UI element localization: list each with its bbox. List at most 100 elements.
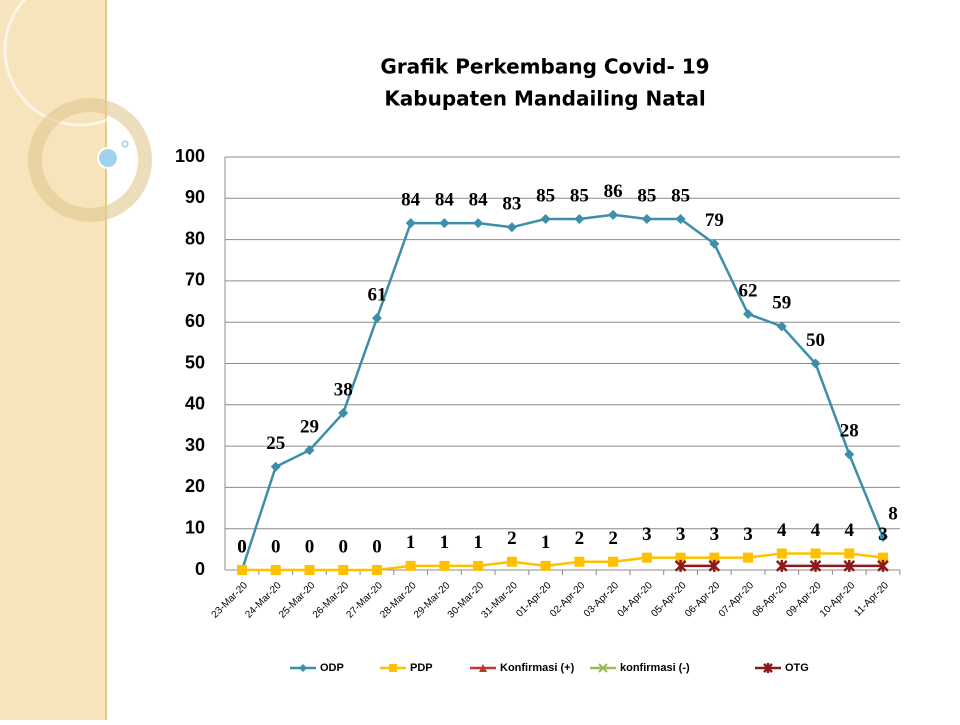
y-tick-label: 90 (185, 187, 205, 207)
data-point (608, 209, 619, 220)
data-label: 1 (440, 532, 450, 553)
series-line (242, 552, 884, 572)
data-point (708, 559, 721, 572)
data-label: 28 (840, 421, 859, 442)
data-label: 1 (406, 532, 416, 553)
data-label: 3 (878, 524, 888, 545)
data-point (608, 556, 619, 567)
data-point (641, 552, 652, 563)
data-label: 1 (541, 532, 551, 553)
legend-label: Konfirmasi (+) (500, 662, 575, 674)
data-point (473, 218, 484, 229)
data-label: 25 (266, 433, 285, 454)
y-tick-label: 100 (175, 146, 205, 166)
y-tick-label: 30 (185, 435, 205, 455)
data-label: 2 (608, 528, 618, 549)
data-label: 3 (676, 524, 686, 545)
data-label: 3 (710, 524, 720, 545)
legend-label: PDP (410, 662, 433, 674)
deco-ring (28, 98, 152, 222)
data-label: 4 (777, 520, 787, 541)
data-point (743, 552, 754, 563)
y-tick-label: 70 (185, 270, 205, 290)
data-point (506, 222, 517, 233)
data-point (675, 552, 686, 563)
data-point (844, 548, 855, 559)
data-label: 3 (642, 524, 652, 545)
legend-marker (299, 664, 307, 672)
data-point (439, 560, 450, 571)
data-point (338, 408, 349, 419)
data-label: 1 (473, 532, 483, 553)
data-point (809, 559, 822, 572)
data-point (877, 559, 889, 572)
y-tick-label: 10 (185, 517, 205, 537)
legend-marker (479, 664, 487, 672)
y-tick-label: 40 (185, 394, 205, 414)
legend-marker (763, 663, 773, 673)
data-label: 62 (739, 280, 758, 301)
data-point (675, 213, 686, 224)
data-label: 85 (570, 185, 589, 206)
x-tick-label: 03-Apr-20 (582, 580, 622, 620)
data-label: 50 (806, 330, 825, 351)
data-label: 29 (300, 417, 319, 438)
y-tick-label: 60 (185, 311, 205, 331)
data-label: 84 (401, 189, 421, 210)
data-point (574, 556, 585, 567)
y-tick-label: 20 (185, 476, 205, 496)
y-tick-label: 0 (195, 559, 205, 579)
x-tick-label: 05-Apr-20 (649, 580, 689, 620)
data-label: 2 (575, 528, 585, 549)
legend-label: konfirmasi (-) (620, 662, 690, 674)
x-tick-label: 04-Apr-20 (616, 580, 656, 620)
data-point (237, 565, 247, 575)
chart-title: Grafik Perkembang Covid- 19 (380, 55, 709, 79)
data-label: 0 (338, 536, 348, 557)
data-label: 84 (435, 189, 455, 210)
data-point (878, 531, 888, 542)
data-label: 61 (367, 284, 386, 305)
data-label: 86 (604, 181, 623, 202)
data-label: 0 (237, 536, 247, 557)
data-label: 0 (271, 536, 281, 557)
x-tick-label: 31-Mar-20 (479, 580, 520, 621)
data-point (270, 461, 281, 472)
legend-marker (389, 664, 397, 672)
data-label: 84 (469, 189, 489, 210)
data-label: 79 (705, 210, 724, 231)
data-label: 4 (845, 520, 855, 541)
x-tick-label: 09-Apr-20 (784, 580, 824, 620)
series-line (240, 213, 885, 571)
data-point (371, 565, 382, 575)
chart-subtitle: Kabupaten Mandailing Natal (384, 87, 705, 111)
data-point (473, 560, 484, 571)
data-point (338, 565, 349, 575)
data-point (304, 445, 315, 456)
y-tick-label: 50 (185, 352, 205, 372)
data-label: 38 (334, 379, 353, 400)
x-tick-label: 10-Apr-20 (818, 580, 858, 620)
data-label: 3 (743, 524, 753, 545)
data-point (810, 358, 821, 369)
y-tick-label: 80 (185, 228, 205, 248)
data-point (878, 552, 888, 563)
data-point (709, 552, 720, 563)
data-point (439, 218, 450, 229)
legend-label: OTG (785, 662, 809, 674)
data-point (843, 559, 856, 572)
deco-bubble (121, 140, 129, 148)
data-point (506, 556, 517, 567)
data-label: 0 (305, 536, 315, 557)
data-label: 8 (888, 503, 898, 524)
data-point (371, 313, 382, 324)
data-label: 4 (811, 520, 821, 541)
data-point (304, 565, 315, 575)
x-tick-label: 07-Apr-20 (717, 580, 757, 620)
data-point (540, 560, 551, 571)
data-point (674, 559, 687, 572)
data-point (270, 565, 281, 575)
data-point (405, 560, 416, 571)
x-tick-label: 06-Apr-20 (683, 580, 723, 620)
